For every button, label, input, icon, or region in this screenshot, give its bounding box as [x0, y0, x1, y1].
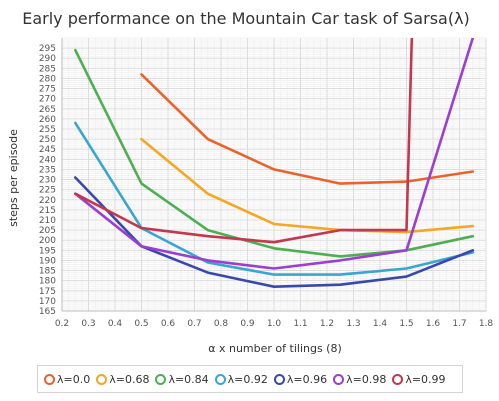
series-line-1 [140, 73, 475, 185]
chart-title: Early performance on the Mountain Car ta… [22, 9, 470, 28]
y-tick-label: 190 [39, 256, 56, 266]
y-tick-label: 265 [39, 105, 56, 115]
x-tick-label: 0.6 [161, 319, 176, 329]
legend-label: λ=0.96 [286, 372, 328, 386]
y-tick-label: 285 [39, 64, 56, 74]
legend-label: λ=0.98 [346, 372, 387, 386]
x-tick-label: 0.5 [134, 319, 148, 329]
series-line-7 [74, 38, 414, 244]
legend-item[interactable]: λ=0.92 [214, 372, 268, 386]
legend-label: λ=0.68 [109, 372, 150, 386]
x-tick-label: 1.7 [452, 319, 466, 329]
y-tick-label: 215 [39, 206, 56, 216]
y-tick-label: 240 [39, 155, 56, 165]
y-tick-label: 295 [39, 44, 56, 54]
legend-item[interactable]: λ=0.98 [333, 373, 386, 386]
y-tick-label: 165 [39, 307, 56, 317]
x-tick-label: 1.0 [267, 319, 282, 329]
x-tick-label: 0.9 [240, 319, 255, 329]
x-tick-label: 0.3 [81, 319, 95, 329]
legend-item[interactable]: λ=0.68 [96, 373, 149, 386]
legend-item[interactable]: λ=0.0 [44, 373, 90, 386]
y-tick-label: 170 [39, 297, 56, 307]
y-tick-label: 245 [39, 145, 56, 155]
legend-marker-icon [273, 373, 285, 385]
y-tick-label: 280 [39, 74, 56, 84]
axes: 0.2 0.3 0.4 0.5 0.6 0.7 0.8 0.9 1.0 1.1 1.2 1.3 1.4 1… [39, 38, 494, 329]
x-tick-label: 1.3 [346, 319, 360, 329]
y-tick-label: 250 [39, 135, 56, 145]
y-tick-label: 205 [39, 226, 56, 236]
legend-item[interactable]: λ=0.96 [273, 372, 328, 386]
x-tick-label: 1.2 [320, 319, 334, 329]
x-tick-label: 1.5 [399, 319, 413, 329]
x-tick-label: 1.6 [426, 319, 441, 329]
legend-label: λ=0.0 [57, 372, 91, 386]
legend-marker-icon [44, 373, 55, 385]
x-tick-label: 0.4 [108, 319, 123, 329]
y-tick-label: 175 [39, 287, 56, 297]
x-tick-label: 1.4 [373, 319, 388, 329]
x-tick-label: 0.8 [214, 319, 229, 329]
legend-marker-icon [333, 373, 345, 385]
y-tick-label: 235 [39, 165, 56, 175]
series-line-2 [140, 137, 475, 234]
legend-marker-icon [214, 373, 226, 385]
y-tick-label: 210 [39, 216, 56, 226]
x-tick-label: 1.8 [479, 319, 494, 329]
x-tick-label: 0.2 [55, 319, 69, 329]
y-tick-label: 275 [39, 85, 56, 95]
legend-label: λ=0.84 [168, 372, 209, 386]
grid [61, 37, 487, 312]
x-tick-label: 0.7 [187, 319, 201, 329]
x-tick-label: 1.1 [293, 319, 307, 329]
legend-marker-icon [96, 373, 108, 385]
y-tick-label: 225 [39, 186, 56, 196]
legend-label: λ=0.92 [227, 372, 268, 386]
legend: λ=0.0 λ=0.68 λ=0.84 λ=0.92 λ=0.96 λ=0.98 λ=0.9… [37, 365, 463, 393]
legend-label: λ=0.99 [405, 372, 446, 386]
y-tick-label: 220 [39, 196, 56, 206]
series-line-6 [74, 38, 475, 270]
legend-item[interactable]: λ=0.84 [155, 372, 209, 386]
y-tick-label: 180 [39, 277, 56, 287]
y-tick-label: 255 [39, 125, 56, 135]
y-axis-title: steps per episode [7, 129, 20, 227]
x-axis-title: α x number of tilings (8) [208, 342, 342, 355]
y-tick-label: 260 [39, 115, 56, 125]
legend-marker-icon [392, 373, 404, 385]
y-tick-label: 230 [39, 176, 56, 186]
y-tick-label: 290 [39, 54, 56, 64]
y-tick-label: 270 [39, 95, 56, 105]
y-tick-label: 185 [39, 267, 56, 277]
series-layer [74, 38, 475, 289]
y-tick-label: 200 [39, 236, 56, 246]
legend-item[interactable]: λ=0.99 [392, 372, 446, 386]
y-tick-label: 195 [39, 246, 56, 256]
legend-marker-icon [155, 373, 167, 385]
